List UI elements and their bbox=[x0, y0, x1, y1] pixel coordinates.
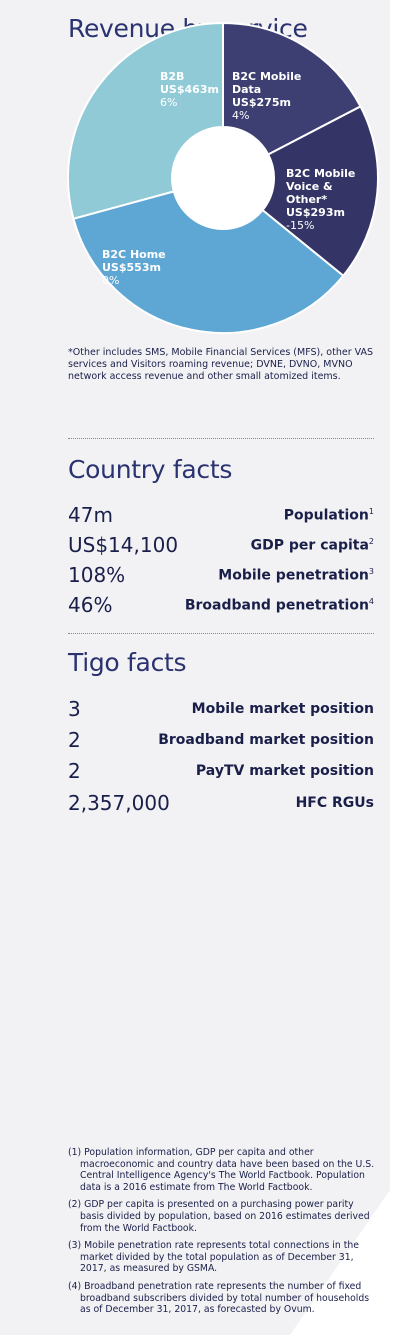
fact-label: Broadband market position bbox=[158, 732, 374, 748]
footnotes: (1) Population information, GDP per capi… bbox=[68, 1147, 380, 1322]
fact-value: 2,357,000 bbox=[68, 791, 170, 815]
fact-value: US$14,100 bbox=[68, 533, 179, 557]
footnote-ref: 2 bbox=[368, 537, 374, 546]
donut-hole bbox=[172, 127, 274, 229]
fact-value: 108% bbox=[68, 563, 126, 587]
fact-value: 2 bbox=[68, 728, 81, 752]
slice-name: B2C Home bbox=[102, 248, 166, 261]
fact-row-gdp: US$14,100 GDP per capita2 bbox=[68, 533, 374, 559]
fact-row-population: 47m Population1 bbox=[68, 503, 374, 529]
fact-value: 3 bbox=[68, 697, 81, 721]
chart-footnote: *Other includes SMS, Mobile Financial Se… bbox=[68, 347, 374, 382]
footnote-ref: 1 bbox=[368, 507, 374, 516]
divider bbox=[68, 633, 374, 634]
slice-label-b2c-mobile-data: B2C Mobile Data US$275m 4% bbox=[232, 70, 312, 122]
footnote-ref: 3 bbox=[368, 567, 374, 576]
slice-label-b2b: B2B US$463m 6% bbox=[160, 70, 219, 109]
fact-label: Broadband penetration4 bbox=[185, 597, 374, 614]
slice-name: B2C Mobile Data bbox=[232, 70, 302, 96]
revenue-donut-chart bbox=[67, 21, 379, 334]
fact-row-broadband-penetration: 46% Broadband penetration4 bbox=[68, 593, 374, 619]
fact-label: Mobile market position bbox=[191, 701, 374, 717]
footnote-ref: 4 bbox=[368, 597, 374, 606]
fact-row-broadband-market-position: 2 Broadband market position bbox=[68, 728, 374, 754]
fact-label: Population1 bbox=[284, 507, 374, 524]
fact-label: Mobile penetration3 bbox=[218, 567, 374, 584]
country-facts-title: Country facts bbox=[68, 455, 233, 484]
slice-value: US$463m bbox=[160, 83, 219, 96]
footnote-1: (1) Population information, GDP per capi… bbox=[68, 1147, 375, 1193]
slice-name: B2B bbox=[160, 70, 185, 83]
fact-value: 2 bbox=[68, 759, 81, 783]
fact-row-mobile-penetration: 108% Mobile penetration3 bbox=[68, 563, 374, 589]
divider bbox=[68, 438, 374, 439]
footnote-3: (3) Mobile penetration rate represents t… bbox=[68, 1240, 359, 1275]
slice-label-b2c-home: B2C Home US$553m 0% bbox=[102, 248, 166, 287]
fact-label: HFC RGUs bbox=[295, 795, 374, 811]
fact-label-text: Broadband penetration bbox=[184, 597, 369, 614]
slice-change: 0% bbox=[102, 274, 120, 287]
fact-label-text: Mobile penetration bbox=[218, 567, 369, 584]
fact-value: 46% bbox=[68, 593, 113, 617]
fact-label: PayTV market position bbox=[195, 763, 374, 779]
slice-change: -15% bbox=[286, 219, 315, 232]
fact-label-text: Population bbox=[283, 507, 369, 524]
fact-row-mobile-market-position: 3 Mobile market position bbox=[68, 697, 374, 723]
tigo-facts-title: Tigo facts bbox=[68, 648, 187, 677]
slice-name: B2C Mobile Voice & Other* bbox=[286, 167, 356, 206]
slice-value: US$553m bbox=[102, 261, 161, 274]
fact-label: GDP per capita2 bbox=[251, 537, 374, 554]
slice-value: US$275m bbox=[232, 96, 291, 109]
slice-label-b2c-mobile-voice: B2C Mobile Voice & Other* US$293m -15% bbox=[286, 167, 372, 232]
slice-change: 4% bbox=[232, 109, 250, 122]
fact-value: 47m bbox=[68, 503, 113, 527]
footnote-4: (4) Broadband penetration rate represent… bbox=[68, 1280, 370, 1316]
fact-row-hfc-rgus: 2,357,000 HFC RGUs bbox=[68, 791, 374, 817]
footnote-2: (2) GDP per capita is presented on a pur… bbox=[68, 1199, 370, 1234]
fact-label-text: GDP per capita bbox=[250, 537, 369, 554]
slice-change: 6% bbox=[160, 96, 178, 109]
fact-row-paytv-market-position: 2 PayTV market position bbox=[68, 759, 374, 785]
slice-value: US$293m bbox=[286, 206, 345, 219]
